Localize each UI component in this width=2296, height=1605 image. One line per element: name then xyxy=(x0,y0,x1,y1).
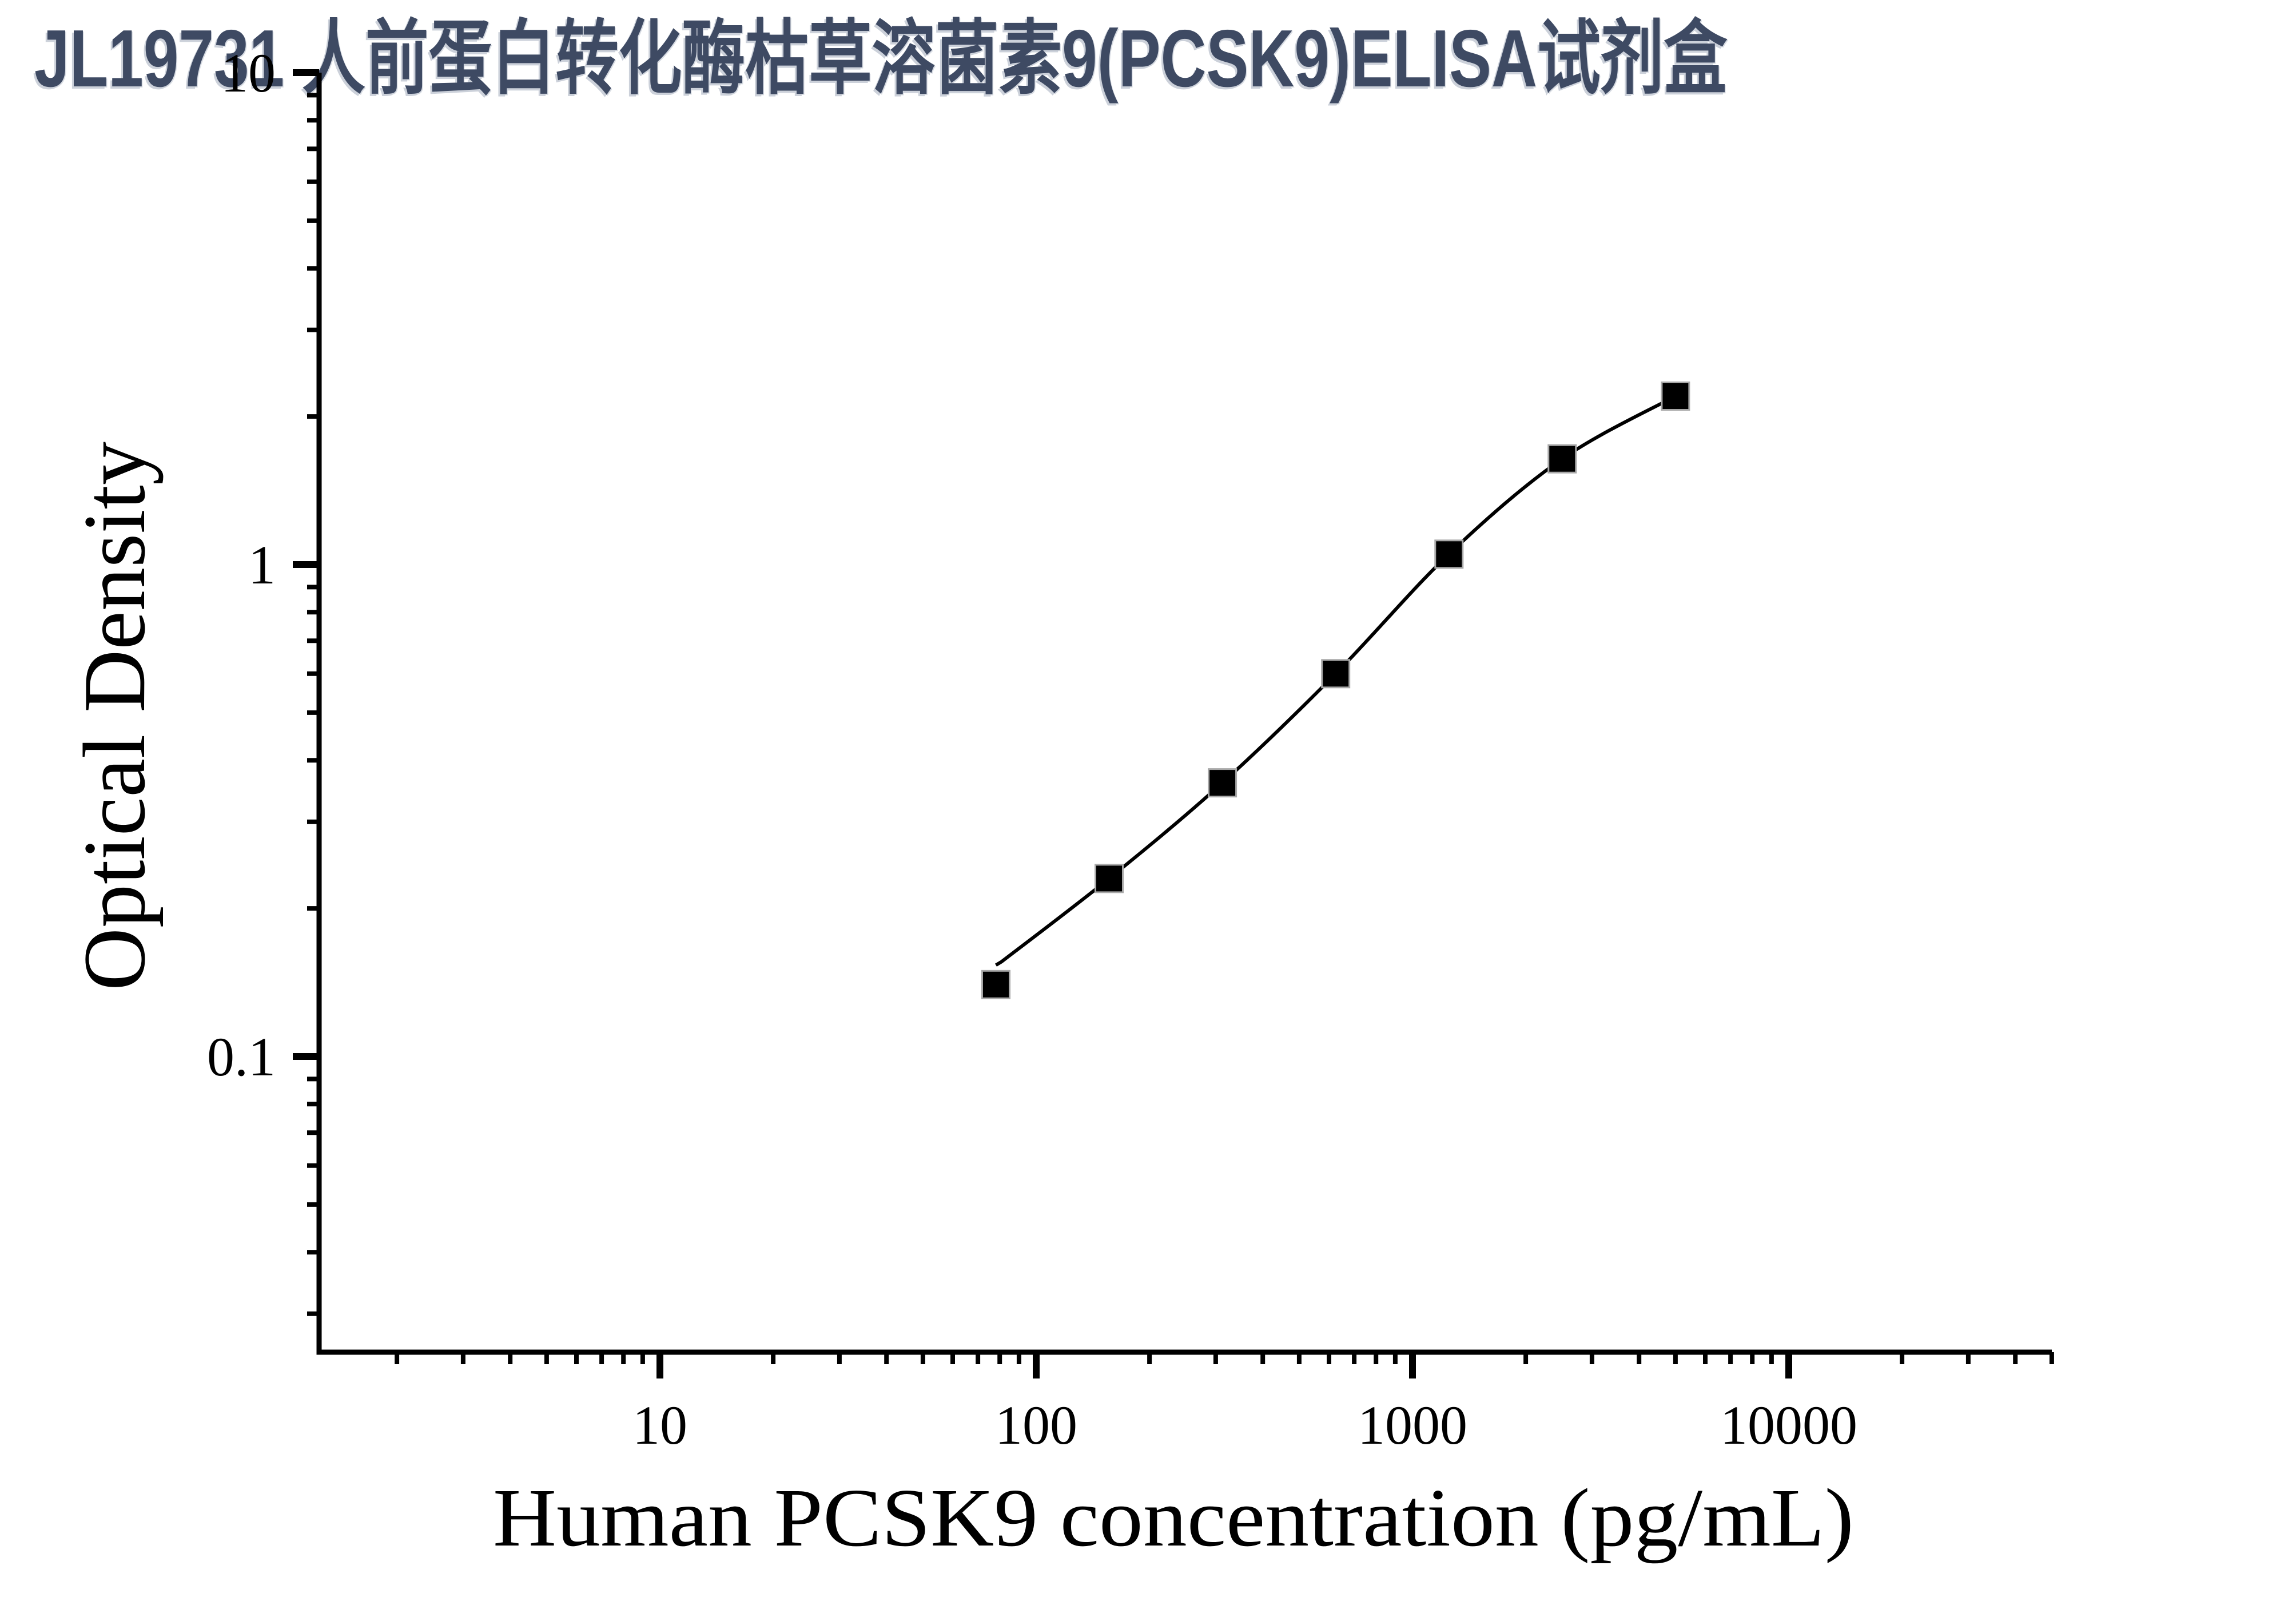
y-tick-label: 1 xyxy=(248,534,276,595)
x-tick-label: 10000 xyxy=(1720,1395,1857,1456)
x-tick-label: 10 xyxy=(632,1395,687,1456)
y-axis-title: Optical Density xyxy=(65,442,164,991)
data-point-marker xyxy=(1661,382,1690,411)
axis-spines xyxy=(316,73,2052,1355)
data-point-marker xyxy=(1208,768,1237,798)
data-point-marker xyxy=(981,970,1010,999)
axis-tick-labels: 10 1 0.1 10 100 1000 10000 xyxy=(207,42,1857,1456)
axis-ticks xyxy=(293,69,2054,1378)
x-tick-label: 100 xyxy=(995,1395,1077,1456)
data-point-marker xyxy=(1434,539,1464,569)
data-point-marker xyxy=(1321,659,1351,689)
data-point-markers xyxy=(981,382,1690,999)
chart-title: JL19731 人前蛋白转化酶枯草溶菌素9(PCSK9)ELISA试剂盒 xyxy=(34,13,1728,104)
y-tick-label: 0.1 xyxy=(207,1026,276,1087)
data-point-marker xyxy=(1095,864,1124,893)
data-point-marker xyxy=(1547,444,1577,474)
x-axis-title: Human PCSK9 concentration (pg/mL) xyxy=(493,1472,1854,1564)
y-tick-label: 10 xyxy=(221,42,276,104)
x-tick-label: 1000 xyxy=(1358,1395,1467,1456)
